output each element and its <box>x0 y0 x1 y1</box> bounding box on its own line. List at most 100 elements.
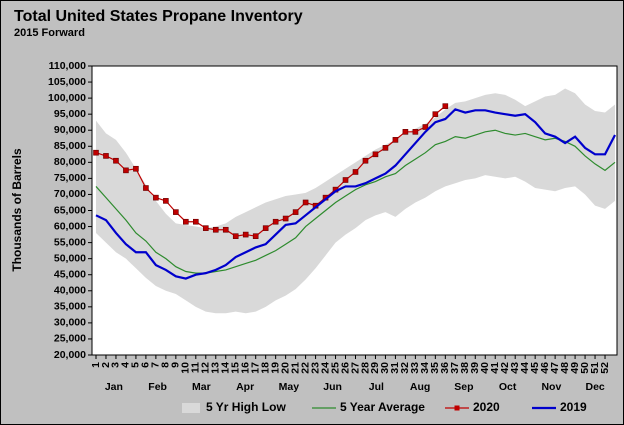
y-tick-label: 35,000 <box>54 301 86 313</box>
series-marker <box>232 233 239 239</box>
y-tick-label: 105,000 <box>48 76 86 88</box>
plot-border <box>91 65 618 356</box>
series-line <box>95 129 616 274</box>
legend-swatch <box>454 405 460 411</box>
x-tick-label: 27 <box>349 362 361 374</box>
x-tick-label: 31 <box>389 362 401 374</box>
legend-label: 5 Year Average <box>340 400 425 414</box>
x-tick-label: 40 <box>479 362 491 374</box>
x-tick-label: 41 <box>489 362 501 374</box>
legend-swatch <box>182 403 200 413</box>
x-tick-label: 39 <box>469 362 481 374</box>
x-tick-label: 22 <box>299 362 311 374</box>
x-tick-label: 3 <box>110 362 122 368</box>
series-marker <box>352 169 359 175</box>
x-tick-label: 25 <box>329 362 341 374</box>
x-tick-label: 4 <box>120 362 132 368</box>
x-tick-label: 47 <box>549 362 561 374</box>
series-marker <box>123 167 129 174</box>
y-tick-label: 25,000 <box>54 333 86 345</box>
series-marker <box>272 218 279 225</box>
x-tick-label: 24 <box>319 362 331 374</box>
month-label: Jun <box>323 381 342 393</box>
legend-label: 2019 <box>560 400 587 414</box>
series-marker <box>372 151 379 158</box>
y-tick-label: 95,000 <box>54 108 86 120</box>
x-tick-label: 35 <box>429 362 441 374</box>
month-label: Oct <box>499 381 517 393</box>
month-label: Feb <box>148 381 167 393</box>
x-tick-label: 6 <box>140 362 152 368</box>
x-tick-label: 1 <box>90 362 102 368</box>
x-tick-label: 15 <box>230 362 242 374</box>
month-label: Jan <box>105 381 123 393</box>
y-tick-label: 80,000 <box>54 156 86 168</box>
x-tick-label: 30 <box>379 362 391 374</box>
series-marker <box>242 231 249 238</box>
legend-label: 2020 <box>473 400 500 414</box>
y-tick-label: 75,000 <box>54 172 86 184</box>
series-marker <box>422 124 429 130</box>
series-marker <box>392 137 399 143</box>
y-tick-label: 55,000 <box>54 236 86 248</box>
series-marker <box>143 185 149 191</box>
x-tick-label: 10 <box>180 362 192 374</box>
series-marker <box>362 157 369 164</box>
x-tick-label: 52 <box>599 362 611 374</box>
series-marker <box>402 129 409 135</box>
x-tick-label: 26 <box>339 362 351 374</box>
x-tick-label: 34 <box>419 362 431 374</box>
month-label: Apr <box>236 381 254 393</box>
series-marker <box>282 215 289 222</box>
series-marker <box>93 149 99 156</box>
series-marker <box>342 177 349 183</box>
y-tick-label: 110,000 <box>49 60 87 72</box>
y-tick-label: 85,000 <box>54 140 86 152</box>
series-marker <box>193 218 199 225</box>
series-marker <box>212 226 219 233</box>
series-marker <box>173 209 179 215</box>
x-tick-label: 13 <box>210 362 222 374</box>
x-tick-label: 8 <box>160 362 172 368</box>
y-tick-label: 30,000 <box>54 317 86 329</box>
y-axis-label: Thousands of Barrels <box>10 148 24 272</box>
series-marker <box>113 157 119 164</box>
x-tick-label: 5 <box>130 362 142 368</box>
series-line <box>95 108 616 280</box>
series-marker <box>133 165 139 172</box>
series-marker <box>302 199 309 206</box>
y-tick-label: 90,000 <box>54 124 86 136</box>
x-tick-label: 49 <box>569 362 581 374</box>
series-marker <box>412 129 419 135</box>
series-marker <box>163 198 169 204</box>
x-tick-label: 50 <box>579 362 591 374</box>
x-tick-label: 9 <box>170 362 182 368</box>
x-tick-label: 21 <box>289 362 301 374</box>
x-tick-label: 33 <box>409 362 421 374</box>
x-tick-label: 43 <box>509 362 521 374</box>
legend-label: 5 Yr High Low <box>206 400 286 414</box>
month-label: Mar <box>192 381 211 393</box>
x-tick-label: 18 <box>259 362 271 374</box>
band-area <box>95 88 616 314</box>
series-marker <box>382 145 389 151</box>
month-label: Jul <box>369 381 384 393</box>
x-tick-label: 51 <box>589 362 601 374</box>
x-tick-label: 46 <box>539 362 551 374</box>
chart-title: Total United States Propane Inventory <box>14 8 303 25</box>
series-marker <box>153 194 159 201</box>
x-tick-label: 14 <box>220 362 232 374</box>
series-marker <box>183 218 189 225</box>
x-tick-label: 29 <box>369 362 381 374</box>
y-tick-label: 70,000 <box>54 188 86 200</box>
x-tick-label: 20 <box>279 362 291 374</box>
series-marker <box>222 226 229 233</box>
y-tick-label: 60,000 <box>54 220 86 232</box>
x-tick-label: 44 <box>519 362 531 374</box>
x-tick-label: 38 <box>459 362 471 374</box>
x-tick-label: 45 <box>529 362 541 374</box>
y-tick-label: 40,000 <box>54 285 86 297</box>
x-tick-label: 16 <box>239 362 251 374</box>
x-tick-label: 7 <box>150 362 162 368</box>
